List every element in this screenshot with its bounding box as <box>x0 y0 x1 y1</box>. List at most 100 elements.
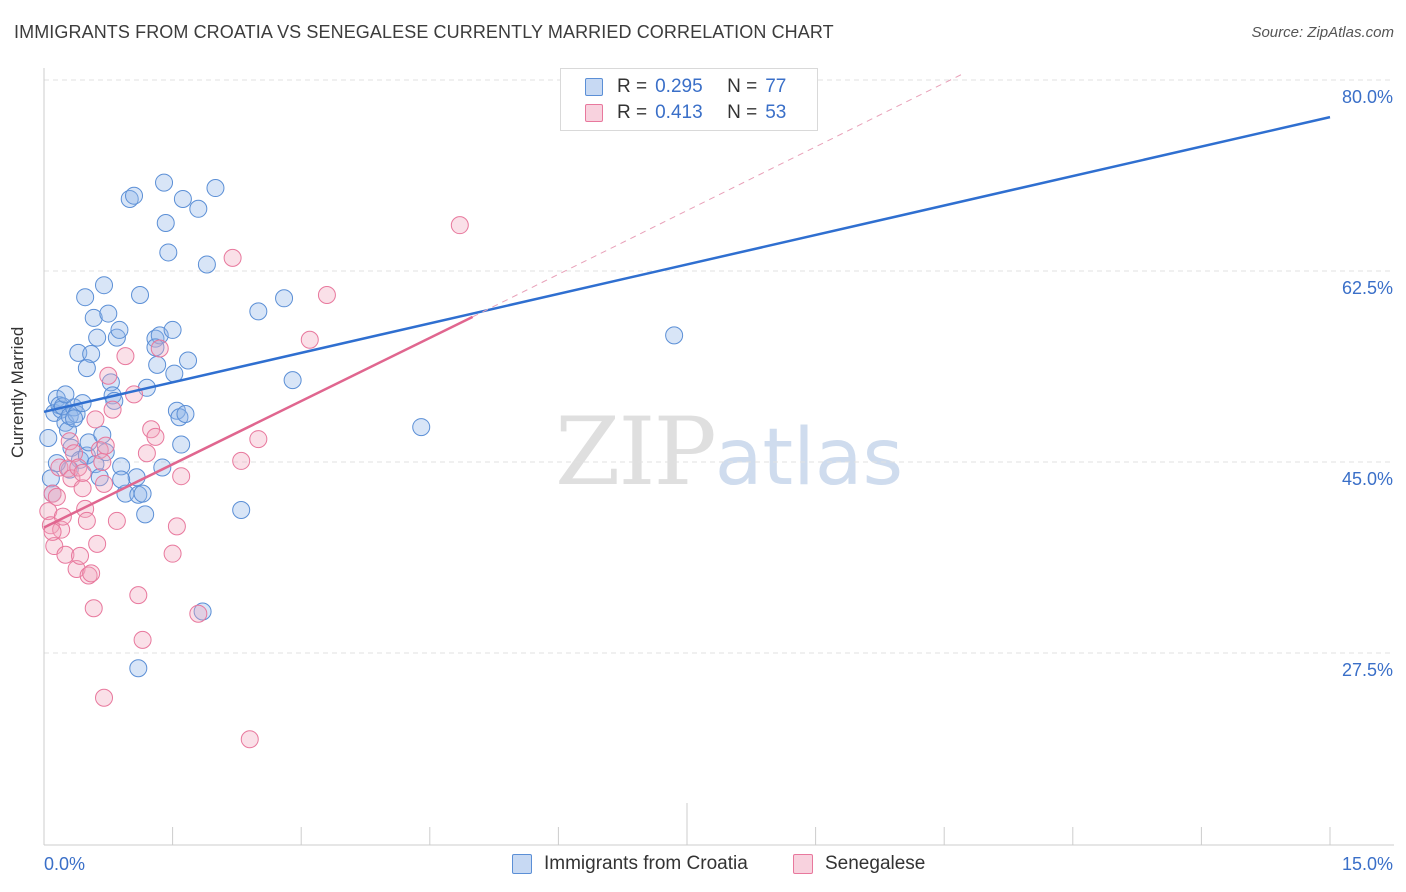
senegalese-trend-extrapolation <box>472 74 962 318</box>
y-tick-label: 45.0% <box>1342 469 1393 489</box>
croatia-point <box>88 328 107 347</box>
croatia-point <box>125 186 144 205</box>
senegalese-point <box>47 487 66 506</box>
senegalese-point <box>317 286 336 305</box>
legend-n-label: N = <box>727 76 758 97</box>
croatia-point <box>112 470 131 489</box>
croatia-point <box>99 304 118 323</box>
croatia-point <box>170 408 189 427</box>
senegalese-point <box>71 546 90 565</box>
bottom-legend-label-croatia: Immigrants from Croatia <box>544 853 748 874</box>
watermark-zip: ZIP <box>555 398 717 507</box>
senegalese-point <box>56 545 75 564</box>
senegalese-point <box>84 599 103 618</box>
bottom-legend-swatch-senegalese <box>793 854 813 874</box>
legend-r-value: 0.413 <box>655 102 703 123</box>
croatia-point <box>179 351 198 370</box>
legend-n-label: N = <box>727 102 758 123</box>
croatia-point <box>112 457 131 476</box>
croatia-point <box>275 289 294 308</box>
senegalese-point <box>60 432 79 451</box>
senegalese-point <box>99 366 118 385</box>
croatia-point <box>76 288 95 307</box>
croatia-point <box>412 418 431 437</box>
senegalese-point <box>82 564 101 583</box>
croatia-point <box>131 286 150 305</box>
croatia-point <box>232 501 251 520</box>
senegalese-point <box>103 400 122 419</box>
croatia-point <box>136 505 155 524</box>
senegalese-trend-line <box>43 315 474 529</box>
croatia-point <box>189 199 208 218</box>
croatia-point <box>206 179 225 198</box>
senegalese-point <box>249 430 268 449</box>
senegalese-point <box>167 517 186 536</box>
senegalese-point <box>150 339 169 358</box>
croatia-point <box>155 173 174 192</box>
senegalese-point <box>73 463 92 482</box>
croatia-point <box>129 659 148 678</box>
senegalese-point <box>77 511 96 530</box>
croatia-point <box>133 484 152 503</box>
croatia-point <box>95 276 114 295</box>
senegalese-point <box>86 410 105 429</box>
croatia-point <box>84 308 103 327</box>
watermark: ZIPatlas <box>555 398 903 507</box>
croatia-point <box>665 326 684 345</box>
senegalese-point <box>146 427 165 446</box>
senegalese-point <box>95 688 114 707</box>
croatia-point <box>176 404 195 423</box>
croatia-point <box>77 359 96 378</box>
senegalese-point <box>95 474 114 493</box>
senegalese-point <box>65 444 84 463</box>
stats-legend: R = 0.295 N = 77 R = 0.413 N = 53 <box>560 68 818 131</box>
croatia-point <box>82 344 101 363</box>
senegalese-point <box>125 385 144 404</box>
chart-title: IMMIGRANTS FROM CROATIA VS SENEGALESE CU… <box>14 22 834 42</box>
legend-n-value: 77 <box>765 76 787 97</box>
senegalese-point <box>189 604 208 623</box>
senegalese-point <box>93 453 112 471</box>
x-tick-label: 0.0% <box>44 854 85 874</box>
legend-r-label: R = <box>617 102 648 123</box>
senegalese-point <box>300 330 319 349</box>
legend-swatch-croatia <box>585 78 603 96</box>
croatia-point <box>283 371 302 390</box>
croatia-point <box>197 255 216 274</box>
croatia-point <box>173 189 192 208</box>
y-tick-label: 62.5% <box>1342 278 1393 298</box>
senegalese-point <box>232 451 251 470</box>
senegalese-point <box>450 216 469 235</box>
x-tick-label: 15.0% <box>1342 854 1393 874</box>
senegalese-point <box>79 566 98 585</box>
watermark-atlas: atlas <box>714 413 904 503</box>
legend-swatch-senegalese <box>585 104 603 122</box>
senegalese-point <box>88 534 107 553</box>
legend-row-croatia: R = 0.295 N = 77 <box>585 75 786 99</box>
croatia-point <box>148 355 167 374</box>
legend-row-senegalese: R = 0.413 N = 53 <box>585 101 786 125</box>
legend-r-value: 0.295 <box>655 76 703 97</box>
legend-n-value: 53 <box>765 102 787 123</box>
croatia-trend-line <box>43 115 1331 414</box>
croatia-point <box>39 428 58 447</box>
senegalese-point <box>137 444 156 463</box>
senegalese-point <box>116 347 135 366</box>
senegalese-point <box>172 467 191 486</box>
bottom-legend-senegalese: Senegalese <box>793 852 925 876</box>
senegalese-point <box>73 479 92 498</box>
croatia-point <box>69 343 88 362</box>
source-label: Source: ZipAtlas.com <box>1251 24 1394 41</box>
y-tick-label: 80.0% <box>1342 87 1393 107</box>
legend-r-label: R = <box>617 76 648 97</box>
croatia-point <box>163 320 182 339</box>
bottom-legend-label-senegalese: Senegalese <box>825 853 926 874</box>
croatia-point <box>110 320 129 339</box>
y-tick-label: 27.5% <box>1342 660 1393 680</box>
croatia-point <box>56 385 75 404</box>
senegalese-point <box>163 544 182 563</box>
croatia-point <box>93 425 112 444</box>
senegalese-point <box>96 436 115 455</box>
senegalese-point <box>223 248 242 267</box>
